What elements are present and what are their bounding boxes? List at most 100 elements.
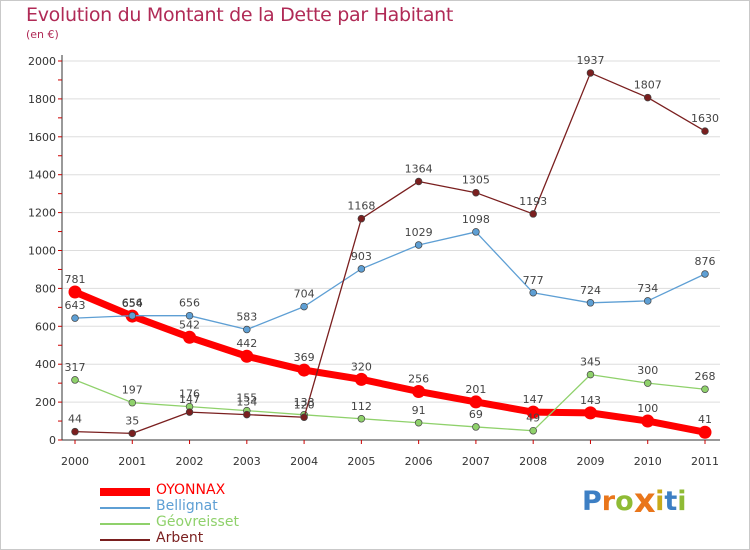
data-point — [472, 423, 480, 431]
data-point — [529, 426, 537, 435]
legend-label: Géovreisset — [156, 514, 239, 530]
legend-swatch — [100, 539, 150, 541]
data-label: 91 — [412, 404, 426, 417]
data-label: 1029 — [405, 226, 433, 239]
data-label: 643 — [65, 299, 86, 312]
data-label: 256 — [408, 372, 429, 385]
data-label: 734 — [637, 282, 658, 295]
proxiti-logo: Proxiti — [582, 482, 687, 521]
data-label: 345 — [580, 356, 601, 369]
y-tick-label: 800 — [35, 282, 56, 295]
data-point — [529, 289, 537, 297]
data-label: 876 — [695, 255, 716, 268]
y-tick-label: 1400 — [28, 169, 56, 182]
data-point — [643, 297, 652, 305]
x-tick-label: 2004 — [290, 455, 318, 468]
data-label: 656 — [122, 297, 143, 310]
x-tick-label: 2001 — [118, 455, 146, 468]
data-point — [643, 379, 652, 387]
data-point — [68, 285, 82, 299]
x-tick-label: 2005 — [347, 455, 375, 468]
legend-swatch — [100, 507, 150, 509]
logo-letter: i — [677, 486, 687, 517]
data-label: 300 — [637, 364, 658, 377]
data-point — [243, 325, 251, 334]
data-label: 777 — [523, 274, 544, 287]
series-line-géovreisset — [74, 373, 706, 432]
data-label: 133 — [294, 396, 315, 409]
data-point — [701, 385, 709, 393]
data-label: 147 — [523, 393, 544, 406]
data-label: 724 — [580, 284, 601, 297]
data-label: 369 — [294, 351, 315, 364]
y-tick-label: 1600 — [28, 131, 56, 144]
data-point — [71, 376, 79, 384]
logo-letter: r — [601, 486, 616, 517]
data-point — [243, 410, 251, 419]
data-label: 201 — [465, 383, 486, 396]
data-label: 143 — [580, 394, 601, 407]
y-tick-label: 0 — [49, 434, 56, 447]
data-point — [357, 415, 366, 423]
legend-swatch — [100, 488, 150, 496]
legend-label: Bellignat — [156, 498, 218, 514]
data-point — [414, 419, 423, 427]
data-label: 1937 — [576, 54, 604, 67]
data-label: 35 — [125, 414, 139, 427]
data-label: 176 — [179, 388, 200, 401]
data-point — [641, 414, 655, 428]
series-line-bellignat — [74, 231, 706, 331]
logo-letter: P — [582, 486, 602, 517]
data-label: 49 — [526, 412, 540, 425]
data-point — [297, 363, 311, 377]
data-label: 69 — [469, 408, 483, 421]
data-label: 320 — [351, 360, 372, 373]
y-tick-label: 1800 — [28, 93, 56, 106]
data-label: 155 — [236, 392, 257, 405]
data-point — [128, 429, 137, 438]
data-label: 44 — [68, 413, 82, 426]
data-label: 442 — [236, 337, 257, 350]
x-tick-label: 2010 — [634, 455, 662, 468]
data-label: 654 — [122, 297, 143, 310]
chart-subtitle: (en €) — [26, 28, 59, 41]
data-point — [185, 311, 194, 320]
y-tick-label: 600 — [35, 320, 56, 333]
data-label: 197 — [122, 384, 143, 397]
data-point — [701, 127, 709, 135]
x-tick-label: 2003 — [233, 455, 261, 468]
x-tick-label: 2000 — [61, 455, 89, 468]
data-point — [300, 413, 308, 422]
data-point — [583, 406, 597, 420]
data-point — [300, 302, 308, 311]
y-tick-label: 2000 — [28, 55, 56, 68]
data-label: 317 — [65, 361, 86, 374]
data-point — [128, 311, 137, 320]
logo-letter: i — [655, 486, 665, 517]
data-point — [412, 384, 426, 398]
data-point — [701, 270, 709, 278]
data-point — [414, 177, 423, 186]
data-point — [529, 210, 537, 218]
data-label: 656 — [179, 297, 200, 310]
data-label: 41 — [698, 413, 712, 426]
data-label: 1305 — [462, 174, 490, 187]
x-tick-label: 2002 — [176, 455, 204, 468]
y-tick-label: 200 — [35, 396, 56, 409]
x-tick-label: 2011 — [691, 455, 719, 468]
legend-swatch — [100, 523, 150, 525]
chart-title: Evolution du Montant de la Dette par Hab… — [26, 4, 454, 26]
series-line-oyonnax — [71, 288, 709, 436]
data-point — [71, 314, 79, 322]
data-label: 268 — [695, 370, 716, 383]
data-label: 112 — [351, 400, 372, 413]
data-point — [469, 395, 483, 409]
x-tick-label: 2009 — [576, 455, 604, 468]
data-point — [526, 405, 540, 419]
data-label: 120 — [294, 398, 315, 411]
data-point — [183, 330, 197, 344]
data-point — [128, 398, 137, 407]
x-tick-label: 2006 — [405, 455, 433, 468]
data-point — [698, 425, 712, 439]
